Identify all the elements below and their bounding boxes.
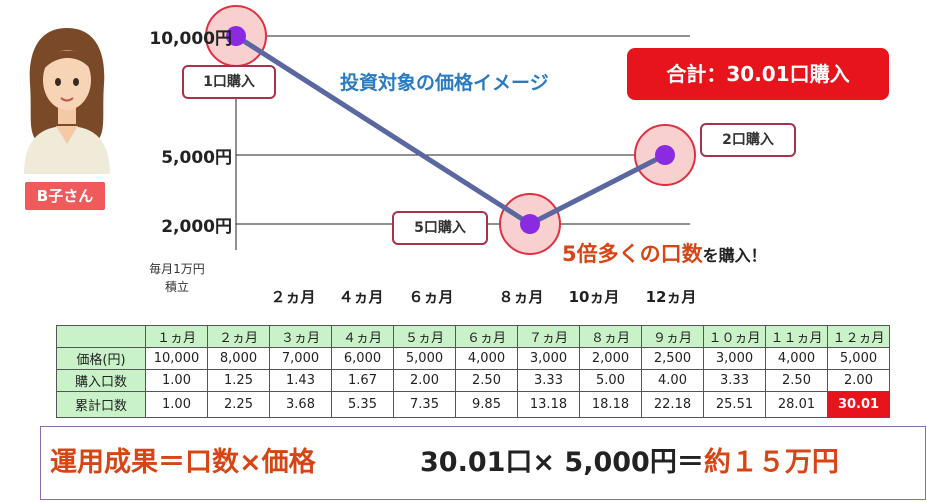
- x-tick-label: ８ヵ月: [498, 288, 544, 306]
- x-tick-label: ６ヵ月: [408, 288, 454, 306]
- table-cell: 6,000: [331, 347, 394, 370]
- table-cell: 1.00: [145, 391, 208, 418]
- table-cell: 1.43: [269, 369, 332, 392]
- callout-5-units: 5口購入: [392, 211, 488, 245]
- table-col-header: ８ヵ月: [579, 325, 642, 348]
- table-col-header: ７ヵ月: [517, 325, 580, 348]
- table-row-cumulative: 累計口数 1.00 2.25 3.68 5.35 7.35 9.85 13.18…: [56, 391, 890, 418]
- table-cell: 3.33: [703, 369, 766, 392]
- table-col-header: ５ヵ月: [393, 325, 456, 348]
- table-col-header: ９ヵ月: [641, 325, 704, 348]
- table-cell: 1.67: [331, 369, 394, 392]
- table-cell: 4,000: [765, 347, 828, 370]
- table-cell: 2.00: [393, 369, 456, 392]
- table-col-header: １０ヵ月: [703, 325, 766, 348]
- table-row-label: 価格(円): [56, 347, 146, 370]
- table-col-header: ４ヵ月: [331, 325, 394, 348]
- table-cell: 5.35: [331, 391, 394, 418]
- formula-box: [40, 426, 926, 500]
- table-col-header: ２ヵ月: [207, 325, 270, 348]
- formula-result: 約１５万円: [703, 447, 839, 478]
- table-cell: 2.00: [827, 369, 890, 392]
- table-cell: 25.51: [703, 391, 766, 418]
- table-cell: 1.25: [207, 369, 270, 392]
- table-cell: 22.18: [641, 391, 704, 418]
- monthly-note-line: 積立: [164, 280, 189, 294]
- y-tick-label: 5,000円: [161, 148, 232, 168]
- x-tick-label: 10ヵ月: [568, 288, 620, 306]
- table-cell: 3.68: [269, 391, 332, 418]
- table-cell: 10,000: [145, 347, 208, 370]
- table-cell: 1.00: [145, 369, 208, 392]
- table-corner-cell: [56, 325, 146, 348]
- monthly-note-line: 毎月1万円: [149, 262, 205, 276]
- highlight-main: 5倍多くの口数: [562, 242, 703, 266]
- chart-title: 投資対象の価格イメージ: [340, 72, 549, 94]
- monthly-note: 毎月1万円 積立: [132, 260, 222, 296]
- person-name-badge: B子さん: [25, 182, 105, 210]
- table-cell: 7,000: [269, 347, 332, 370]
- table-cell: 5,000: [393, 347, 456, 370]
- table-col-header: １ヵ月: [145, 325, 208, 348]
- highlight-suffix: を購入！: [702, 246, 767, 265]
- price-line: [234, 33, 667, 227]
- table-row-label: 購入口数: [56, 369, 146, 392]
- x-tick-label: 12ヵ月: [645, 288, 697, 306]
- price-point: [226, 26, 246, 46]
- table-cell: 2,500: [641, 347, 704, 370]
- table-cell: 18.18: [579, 391, 642, 418]
- table-cell: 7.35: [393, 391, 456, 418]
- formula-expression: 30.01口× 5,000円＝: [420, 447, 704, 478]
- table-cell: 13.18: [517, 391, 580, 418]
- table-col-header: ６ヵ月: [455, 325, 518, 348]
- price-point: [655, 145, 675, 165]
- table-cell: 3,000: [703, 347, 766, 370]
- highlight-message: 5倍多くの口数を購入！: [562, 238, 767, 268]
- table-cell-total: 30.01: [827, 391, 890, 418]
- price-point: [520, 214, 540, 234]
- table-row-units: 購入口数 1.00 1.25 1.43 1.67 2.00 2.50 3.33 …: [56, 369, 890, 392]
- purchase-table: １ヵ月 ２ヵ月 ３ヵ月 ４ヵ月 ５ヵ月 ６ヵ月 ７ヵ月 ８ヵ月 ９ヵ月 １０ヵ月…: [56, 325, 890, 418]
- table-cell: 9.85: [455, 391, 518, 418]
- price-chart: [205, 5, 696, 255]
- table-cell: 5,000: [827, 347, 890, 370]
- table-cell: 28.01: [765, 391, 828, 418]
- table-col-header: １１ヵ月: [765, 325, 828, 348]
- table-cell: 3,000: [517, 347, 580, 370]
- callout-2-units: 2口購入: [700, 123, 796, 157]
- table-row-price: 価格(円) 10,000 8,000 7,000 6,000 5,000 4,0…: [56, 347, 890, 370]
- table-col-header: ３ヵ月: [269, 325, 332, 348]
- x-tick-label: ４ヵ月: [338, 288, 384, 306]
- table-row-label: 累計口数: [56, 391, 146, 418]
- table-col-header: １２ヵ月: [827, 325, 890, 348]
- table-cell: 2.25: [207, 391, 270, 418]
- table-cell: 8,000: [207, 347, 270, 370]
- x-tick-label: ２ヵ月: [270, 288, 316, 306]
- woman-avatar-icon: [24, 28, 110, 174]
- y-tick-label: 2,000円: [161, 217, 232, 237]
- y-tick-label: 10,000円: [149, 29, 232, 49]
- table-cell: 3.33: [517, 369, 580, 392]
- formula-label: 運用成果＝口数×価格: [50, 447, 316, 478]
- formula-calculation: 30.01口× 5,000円＝約１５万円: [420, 440, 839, 479]
- table-cell: 2.50: [765, 369, 828, 392]
- table-cell: 2,000: [579, 347, 642, 370]
- callout-1-unit: 1口購入: [182, 65, 276, 99]
- table-cell: 5.00: [579, 369, 642, 392]
- table-header-row: １ヵ月 ２ヵ月 ３ヵ月 ４ヵ月 ５ヵ月 ６ヵ月 ７ヵ月 ８ヵ月 ９ヵ月 １０ヵ月…: [56, 325, 890, 348]
- table-cell: 4,000: [455, 347, 518, 370]
- table-cell: 2.50: [455, 369, 518, 392]
- total-units-badge: 合計：30.01口購入: [627, 48, 889, 100]
- table-cell: 4.00: [641, 369, 704, 392]
